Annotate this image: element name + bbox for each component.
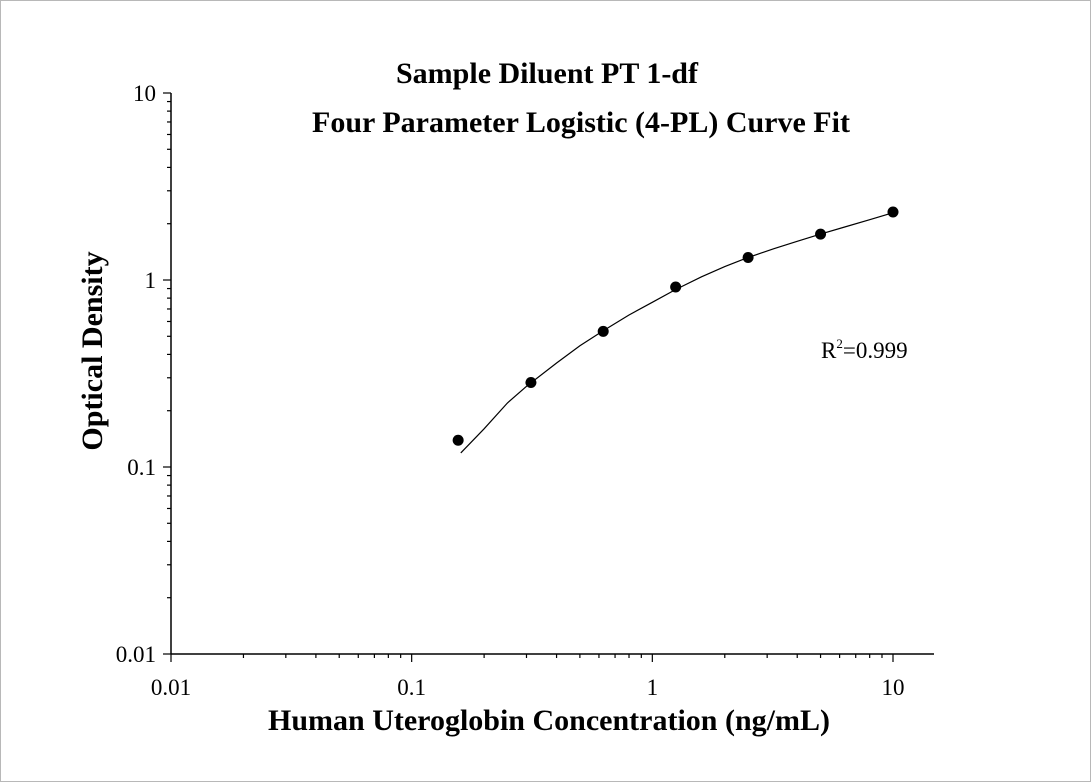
- chart-title: Sample Diluent PT 1-df: [396, 57, 699, 90]
- data-point: [887, 206, 899, 218]
- x-tick-label: 1: [647, 675, 659, 700]
- y-tick-label: 0.1: [127, 455, 156, 480]
- x-tick-label: 0.01: [151, 675, 191, 700]
- r-squared-annotation: R2=0.999: [821, 336, 908, 363]
- r-label: R: [821, 338, 837, 363]
- data-point: [670, 281, 682, 293]
- tick-marks: [163, 92, 894, 662]
- r-exponent: 2: [836, 336, 843, 351]
- y-tick-label: 1: [145, 268, 157, 293]
- r-value: =0.999: [843, 338, 908, 363]
- axes: [170, 93, 934, 655]
- x-tick-label: 10: [882, 675, 905, 700]
- x-axis-label: Human Uteroglobin Concentration (ng/mL): [268, 704, 830, 737]
- data-point: [597, 325, 609, 337]
- y-tick-label: 10: [133, 81, 156, 106]
- data-point: [742, 251, 754, 263]
- data-point: [452, 434, 464, 446]
- x-tick-label: 0.1: [397, 675, 426, 700]
- chart-subtitle: Four Parameter Logistic (4-PL) Curve Fit: [312, 106, 850, 139]
- y-axis-label: Optical Density: [76, 251, 109, 450]
- data-points: [452, 206, 899, 446]
- data-point: [815, 228, 827, 240]
- fit-curve: [460, 212, 894, 454]
- tick-labels: 0.01 0.1 1 10 0.01 0.1 1 10: [116, 81, 905, 700]
- data-point: [525, 377, 537, 389]
- y-tick-label: 0.01: [116, 642, 156, 667]
